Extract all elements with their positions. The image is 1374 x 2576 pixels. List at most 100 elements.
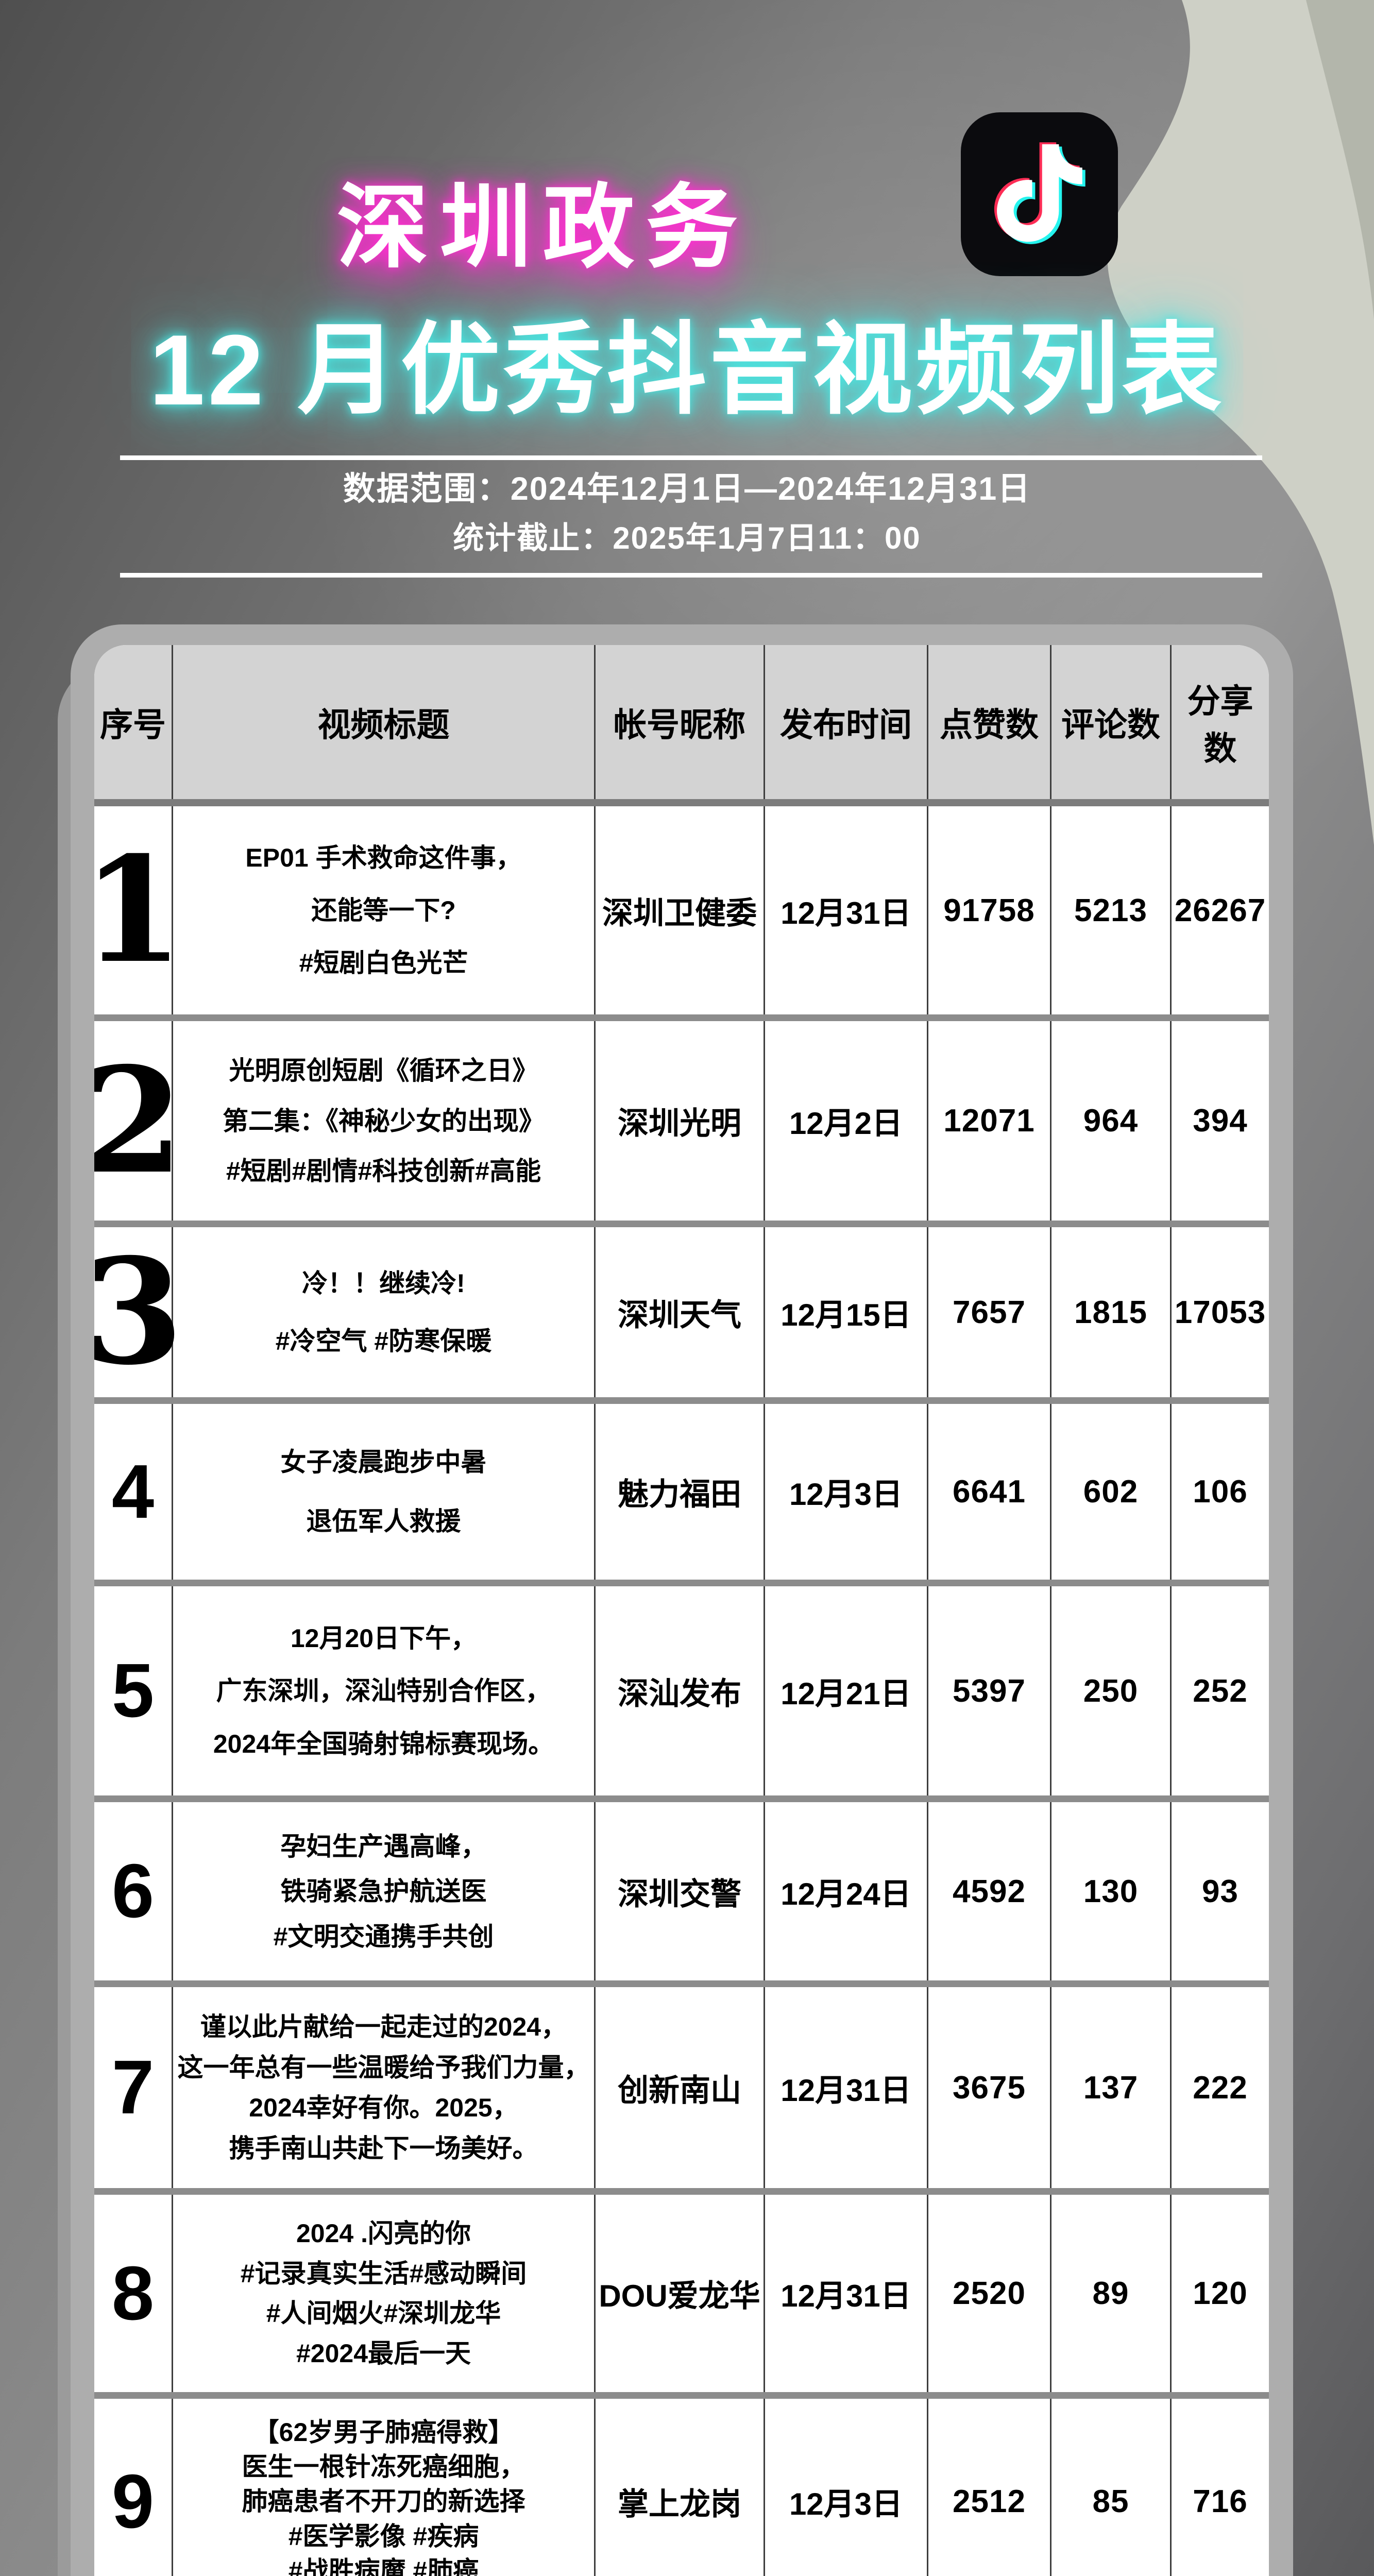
comments-cell: 602: [1051, 1404, 1172, 1580]
video-title-line: 女子凌晨跑步中暑: [280, 1448, 487, 1477]
video-title-line: 还能等一下?: [311, 896, 456, 925]
column-header-5: 评论数: [1051, 645, 1172, 799]
comments-cell: 89: [1051, 2195, 1172, 2392]
publish-date-cell: 12月2日: [765, 1021, 928, 1221]
shares-cell: 17053: [1174, 1294, 1266, 1330]
shares-cell: 120: [1193, 2276, 1248, 2311]
comments-cell: 85: [1051, 2399, 1172, 2576]
rank-cell: 5: [94, 1586, 173, 1795]
account-cell: 深圳卫健委: [596, 806, 765, 1014]
rank-cell: 8: [94, 2195, 173, 2392]
account-cell: 创新南山: [596, 1987, 765, 2188]
column-header-2: 帐号昵称: [596, 645, 765, 799]
shares-cell: 106: [1193, 1474, 1248, 1510]
tiktok-note-glyph: [994, 142, 1085, 244]
comments-cell: 130: [1051, 1802, 1172, 1980]
publish-date-cell: 12月31日: [765, 2195, 928, 2392]
table-row: 6 孕妇生产遇高峰， 铁骑紧急护航送医 #文明交通携手共创 深圳交警 12月24日 4592…: [94, 1802, 1269, 1987]
shares-cell: 394: [1193, 1103, 1248, 1139]
likes-cell: 7657: [928, 1227, 1051, 1397]
table-row: 5 12月20日下午， 广东深圳，深汕特别合作区， 2024年全国骑射锦标赛现场。 深汕…: [94, 1586, 1269, 1802]
table-row: 1 EP01 手术救命这件事， 还能等一下? #短剧白色光芒 深圳卫健委 12月31日 91…: [94, 806, 1269, 1021]
divider-top: [120, 455, 1262, 460]
video-title-cell: 12月20日下午， 广东深圳，深汕特别合作区， 2024年全国骑射锦标赛现场。: [173, 1586, 596, 1795]
video-title-cell: 2024 .闪亮的你 #记录真实生活#感动瞬间 #人间烟火#深圳龙华 #2024最后一…: [173, 2195, 596, 2392]
comments-cell: 250: [1051, 1586, 1172, 1795]
table-body: 1 EP01 手术救命这件事， 还能等一下? #短剧白色光芒 深圳卫健委 12月31日 91…: [94, 806, 1269, 2576]
data-range-text: 数据范围：2024年12月1日—2024年12月31日: [343, 471, 1031, 507]
publish-date-cell: 12月3日: [765, 2399, 928, 2576]
video-title-cell: 孕妇生产遇高峰， 铁骑紧急护航送医 #文明交通携手共创: [173, 1802, 596, 1980]
page-title: 深圳政务: [336, 176, 749, 279]
comments-cell: 5213: [1051, 806, 1172, 1014]
account-cell: 深汕发布: [596, 1586, 765, 1795]
video-title-line: #短剧白色光芒: [299, 948, 468, 977]
shares-cell: 252: [1193, 1673, 1248, 1709]
video-title-cell: 冷！！继续冷! #冷空气 #防寒保暖: [173, 1227, 596, 1397]
rank-cell: 3: [94, 1226, 184, 1398]
shares-cell: 716: [1193, 2484, 1248, 2519]
video-title-line: 12月20日下午，: [290, 1623, 477, 1653]
column-header-1: 视频标题: [173, 645, 596, 799]
video-title-cell: 女子凌晨跑步中暑 退伍军人救援: [173, 1404, 596, 1580]
account-cell: 深圳交警: [596, 1802, 765, 1980]
video-title-line: #医学影像 #疾病: [288, 2521, 479, 2551]
video-title-cell: 光明原创短剧《循环之日》 第二集：《神秘少女的出现》 #短剧#剧情#科技创新#高能: [173, 1021, 596, 1221]
table-row: 8 2024 .闪亮的你 #记录真实生活#感动瞬间 #人间烟火#深圳龙华 #2024最后…: [94, 2195, 1269, 2399]
publish-date-cell: 12月24日: [765, 1802, 928, 1980]
page-subtitle: 12 月优秀抖音视频列表: [149, 314, 1225, 426]
video-table: 序号 视频标题 帐号昵称 发布时间 点赞数 评论数 分享数 1 EP01 手术救命这件事， 还能…: [94, 645, 1269, 2576]
video-title-line: 医生一根针冻死癌细胞，: [242, 2452, 525, 2482]
shares-cell: 26267: [1174, 892, 1266, 928]
comments-cell: 137: [1051, 1987, 1172, 2188]
rank-cell: 6: [94, 1802, 173, 1980]
table-row: 9 【62岁男子肺癌得救】 医生一根针冻死癌细胞， 肺癌患者不开刀的新选择 #医学影像 …: [94, 2399, 1269, 2576]
video-title-line: #战胜病魔 #肺癌: [288, 2556, 479, 2576]
likes-cell: 4592: [928, 1802, 1051, 1980]
likes-cell: 2512: [928, 2399, 1051, 2576]
table-card: 序号 视频标题 帐号昵称 发布时间 点赞数 评论数 分享数 1 EP01 手术救命这件事， 还能…: [71, 624, 1293, 2576]
video-title-line: 肺癌患者不开刀的新选择: [242, 2487, 525, 2516]
rank-cell: 2: [94, 1021, 183, 1221]
video-title-line: 这一年总有一些温暖给予我们力量，: [177, 2053, 590, 2082]
video-title-line: #短剧#剧情#科技创新#高能: [226, 1157, 541, 1186]
column-header-4: 点赞数: [928, 645, 1051, 799]
tiktok-icon: [961, 112, 1118, 276]
column-header-0: 序号: [94, 645, 173, 799]
likes-cell: 2520: [928, 2195, 1051, 2392]
rank-cell: 7: [94, 1987, 173, 2188]
video-title-line: 退伍军人救援: [306, 1507, 461, 1536]
video-title-line: 光明原创短剧《循环之日》: [229, 1056, 538, 1085]
publish-date-cell: 12月15日: [765, 1227, 928, 1397]
video-title-line: 第二集：《神秘少女的出现》: [223, 1106, 545, 1136]
video-title-line: 2024幸好有你。2025，: [249, 2093, 518, 2123]
video-title-line: #记录真实生活#感动瞬间: [240, 2259, 527, 2288]
account-cell: DOU爱龙华: [596, 2195, 765, 2392]
account-cell: 深圳光明: [596, 1021, 765, 1221]
shares-cell: 93: [1202, 1873, 1239, 1909]
publish-date-cell: 12月21日: [765, 1586, 928, 1795]
video-title-line: #人间烟火#深圳龙华: [266, 2299, 501, 2328]
video-title-line: 携手南山共赴下一场美好。: [229, 2134, 538, 2163]
video-title-line: #2024最后一天: [296, 2338, 471, 2368]
video-title-line: 冷！！继续冷!: [302, 1269, 465, 1298]
table-header-row: 序号 视频标题 帐号昵称 发布时间 点赞数 评论数 分享数: [94, 645, 1269, 806]
column-header-6: 分享数: [1187, 682, 1253, 768]
shares-cell: 222: [1193, 2070, 1248, 2106]
divider-bottom: [120, 573, 1262, 578]
video-title-line: 2024年全国骑射锦标赛现场。: [213, 1729, 554, 1758]
table-row: 4 女子凌晨跑步中暑 退伍军人救援 魅力福田 12月3日 6641 602 106: [94, 1404, 1269, 1586]
account-cell: 掌上龙岗: [596, 2399, 765, 2576]
rank-cell: 1: [94, 806, 183, 1014]
video-title-cell: 谨以此片献给一起走过的2024， 这一年总有一些温暖给予我们力量， 2024幸好有你…: [173, 1987, 596, 2188]
likes-cell: 12071: [928, 1021, 1051, 1221]
column-header-3: 发布时间: [765, 645, 928, 799]
video-title-line: 谨以此片献给一起走过的2024，: [200, 2012, 567, 2041]
video-title-line: 【62岁男子肺癌得救】: [253, 2418, 514, 2447]
video-title-line: #冷空气 #防寒保暖: [275, 1326, 492, 1355]
publish-date-cell: 12月3日: [765, 1404, 928, 1580]
video-title-line: 广东深圳，深汕特别合作区，: [216, 1676, 551, 1705]
comments-cell: 964: [1051, 1021, 1172, 1221]
publish-date-cell: 12月31日: [765, 806, 928, 1014]
likes-cell: 91758: [928, 806, 1051, 1014]
